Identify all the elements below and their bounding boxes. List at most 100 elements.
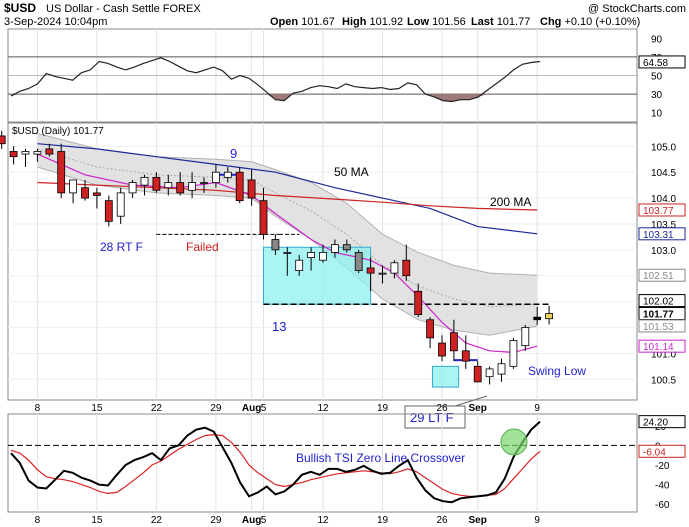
rsi-tick-4: 10 — [651, 109, 663, 120]
price-legend: $USD (Daily) 101.77 — [12, 126, 104, 137]
candle-body-18 — [211, 171, 220, 183]
x-tick-label-3: 29 — [210, 515, 222, 526]
candle-body-16 — [188, 182, 197, 191]
price-badge-6: 101.14 — [643, 342, 674, 353]
price-badge-2-box — [638, 268, 686, 282]
rsi-line — [10, 57, 541, 103]
annotation-swing-low: Swing Low — [528, 364, 586, 378]
tsi-annotation: Bullish TSI Zero Line Crossover — [296, 451, 465, 465]
candle-body-3 — [33, 151, 42, 155]
tsi-line — [10, 420, 541, 504]
tsi-signal-line — [10, 433, 541, 497]
candle-body-30 — [354, 252, 363, 271]
candle-body-15 — [176, 182, 185, 194]
header-stat-3: Last 101.77 — [471, 16, 530, 28]
x-tick-label-6: 12 — [317, 515, 329, 526]
annotation-nine: 9 — [230, 146, 237, 161]
price-badge-2: 102.51 — [643, 271, 674, 282]
header-date: 3-Sep-2024 10:04pm — [4, 16, 107, 28]
rsi-panel: 907050301064.58 — [7, 28, 686, 123]
candle-body-42 — [497, 363, 506, 375]
tsi-badge-1-box — [638, 444, 686, 458]
x-tick-label-1: 15 — [91, 515, 103, 526]
candle-body-44 — [521, 327, 530, 347]
tsi-tick-4: -60 — [655, 500, 670, 511]
x-tick-label-8: 26 — [436, 403, 448, 414]
annotation-ma50: 50 MA — [334, 165, 369, 179]
x-tick-label-5: 5 — [261, 403, 267, 414]
rsi-current-badge: 64.58 — [643, 58, 668, 69]
price-badge-5-box — [638, 319, 686, 333]
header-stat-0: Open 101.67 — [270, 16, 335, 28]
candle-body-40 — [473, 365, 482, 383]
price-tick-2: 104.0 — [651, 194, 676, 205]
price-tick-1: 104.5 — [651, 168, 676, 179]
x-tick-label-0: 8 — [35, 403, 41, 414]
x-tick-label-9: Sep — [469, 403, 487, 414]
price-badge-5: 101.53 — [643, 322, 674, 333]
chart-header: $USD US Dollar - Cash Settle FOREX @ Stock… — [4, 1, 686, 28]
header-name: US Dollar - Cash Settle FOREX — [46, 3, 201, 15]
candle-body-20 — [235, 171, 244, 202]
highlight-box-0 — [263, 246, 372, 305]
bollinger-band-fill — [37, 133, 538, 336]
annotation-failed: Failed — [186, 240, 219, 254]
candle-body-22 — [259, 200, 268, 235]
x-tick-label-7: 19 — [377, 515, 389, 526]
annotation-thirteen: 13 — [272, 319, 286, 334]
candle-body-37 — [438, 342, 446, 357]
candle-body-6 — [69, 179, 77, 194]
x-tick-label-4: Aug — [242, 403, 261, 414]
header-copyright: @ StockCharts.com — [588, 3, 686, 15]
tsi-badge-0-box — [638, 415, 686, 429]
annotation-ma200: 200 MA — [490, 195, 531, 209]
price-tick-4: 103.0 — [651, 246, 676, 257]
candle-body-12 — [140, 176, 149, 186]
candle-body-39 — [461, 350, 470, 362]
price-badge-4: 101.77 — [643, 310, 674, 321]
candle-body-13 — [152, 176, 161, 191]
x-tick-label-5: 5 — [261, 515, 267, 526]
candle-body-21 — [247, 179, 256, 199]
price-badge-3-box — [638, 294, 686, 308]
header-stat-4: Chg +0.10 (+0.10%) — [540, 16, 640, 28]
tsi-crossover-circle — [500, 428, 528, 456]
lt-callout-pointer — [454, 395, 488, 407]
rsi-tick-2: 50 — [651, 72, 663, 83]
candle-body-35 — [414, 290, 423, 315]
annotation-rt: 28 RT F — [100, 240, 143, 254]
candle-body-2 — [21, 151, 30, 155]
candle-body-4 — [45, 148, 54, 155]
candle-body-26 — [307, 252, 316, 259]
candle-body-23 — [271, 239, 280, 251]
tsi-tick-3: -40 — [655, 481, 670, 492]
tsi-badge-0: 24.20 — [643, 418, 668, 429]
price-badge-6-box — [638, 339, 686, 353]
candle-body-5 — [57, 151, 66, 194]
price-tick-3: 103.5 — [651, 220, 676, 231]
candle-body-10 — [116, 192, 125, 217]
candle-body-45 — [533, 316, 542, 321]
price-tick-9: 100.5 — [651, 375, 676, 386]
ma-line-1 — [37, 181, 538, 211]
x-tick-label-8: 26 — [436, 515, 448, 526]
candle-body-7 — [81, 187, 89, 199]
x-tick-label-6: 12 — [317, 403, 329, 414]
candle-body-33 — [390, 262, 399, 274]
header-stat-1: High 101.92 — [342, 16, 403, 28]
price-badge-1-box — [638, 227, 686, 241]
price-badge-3: 102.02 — [643, 297, 674, 308]
header-stat-2: Low 101.56 — [407, 16, 466, 28]
candle-body-32 — [378, 272, 387, 275]
price-panel: 105.0104.5104.0103.5103.0102.5102.0101.5… — [0, 122, 686, 429]
price-badge-0: 103.77 — [643, 206, 674, 217]
rsi-oversold-fill — [11, 94, 540, 102]
highlight-box-1 — [431, 365, 460, 388]
candle-body-14 — [164, 182, 173, 189]
candle-body-25 — [295, 259, 304, 271]
candle-body-11 — [128, 182, 137, 194]
candle-body-41 — [485, 368, 494, 378]
tsi-badge-1: -6.04 — [643, 447, 666, 458]
